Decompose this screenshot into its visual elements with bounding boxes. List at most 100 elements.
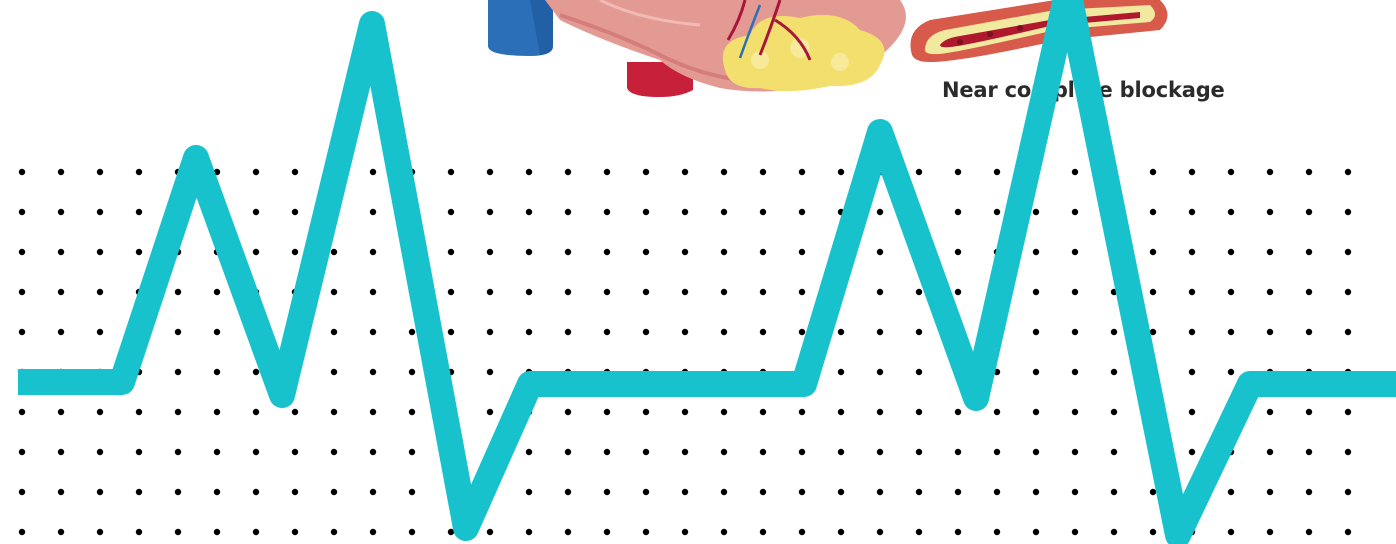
grid-dot <box>252 528 260 536</box>
grid-dot <box>1266 248 1274 256</box>
grid-dot <box>954 528 962 536</box>
grid-dot <box>1032 488 1040 496</box>
grid-dot <box>564 208 572 216</box>
grid-dot <box>993 528 1001 536</box>
grid-dot <box>57 248 65 256</box>
grid-dot <box>1305 488 1313 496</box>
grid-dot <box>135 208 143 216</box>
grid-dot <box>1227 528 1235 536</box>
grid-dot <box>1305 168 1313 176</box>
grid-dot <box>1149 208 1157 216</box>
grid-dot <box>1071 408 1079 416</box>
grid-dot <box>603 328 611 336</box>
grid-dot <box>525 208 533 216</box>
grid-dot <box>1344 248 1352 256</box>
grid-dot <box>57 328 65 336</box>
grid-dot <box>525 528 533 536</box>
grid-dot <box>252 488 260 496</box>
grid-dot <box>915 528 923 536</box>
grid-dot <box>525 488 533 496</box>
grid-dot <box>603 168 611 176</box>
grid-dot <box>486 408 494 416</box>
grid-dot <box>1266 208 1274 216</box>
grid-dot <box>213 368 221 376</box>
grid-dot <box>603 408 611 416</box>
grid-dot <box>1110 328 1118 336</box>
grid-dot <box>486 528 494 536</box>
grid-dot <box>408 488 416 496</box>
dot-grid-dots <box>18 168 1352 536</box>
grid-dot <box>798 168 806 176</box>
grid-dot <box>1188 328 1196 336</box>
grid-dot <box>57 528 65 536</box>
grid-dot <box>837 448 845 456</box>
grid-dot <box>642 288 650 296</box>
grid-dot <box>1149 248 1157 256</box>
grid-dot <box>681 488 689 496</box>
grid-dot <box>1032 248 1040 256</box>
grid-dot <box>1032 408 1040 416</box>
grid-dot <box>18 528 26 536</box>
grid-dot <box>18 408 26 416</box>
grid-dot <box>915 288 923 296</box>
grid-dot <box>1344 488 1352 496</box>
grid-dot <box>1071 208 1079 216</box>
grid-dot <box>135 448 143 456</box>
grid-dot <box>135 408 143 416</box>
grid-dot <box>525 288 533 296</box>
grid-dot <box>681 168 689 176</box>
grid-dot <box>1344 288 1352 296</box>
grid-dot <box>759 488 767 496</box>
grid-dot <box>369 248 377 256</box>
grid-dot <box>330 288 338 296</box>
grid-dot <box>681 448 689 456</box>
grid-dot <box>1344 448 1352 456</box>
grid-dot <box>954 208 962 216</box>
grid-dot <box>603 448 611 456</box>
grid-dot <box>486 328 494 336</box>
grid-dot <box>1227 208 1235 216</box>
grid-dot <box>408 328 416 336</box>
grid-dot <box>1071 528 1079 536</box>
grid-dot <box>1149 168 1157 176</box>
grid-dot <box>642 488 650 496</box>
grid-dot <box>18 168 26 176</box>
grid-dot <box>798 328 806 336</box>
grid-dot <box>1188 288 1196 296</box>
grid-dot <box>1110 528 1118 536</box>
grid-dot <box>837 368 845 376</box>
grid-dot <box>96 248 104 256</box>
grid-dot <box>330 408 338 416</box>
grid-dot <box>876 288 884 296</box>
grid-dot <box>525 328 533 336</box>
grid-dot <box>1344 208 1352 216</box>
grid-dot <box>876 328 884 336</box>
grid-dot <box>1110 448 1118 456</box>
grid-dot <box>1305 288 1313 296</box>
grid-dot <box>837 168 845 176</box>
grid-dot <box>291 488 299 496</box>
grid-dot <box>1305 448 1313 456</box>
grid-dot <box>486 208 494 216</box>
grid-dot <box>174 288 182 296</box>
grid-dot <box>1305 248 1313 256</box>
grid-dot <box>96 208 104 216</box>
grid-dot <box>1227 368 1235 376</box>
grid-dot <box>720 408 728 416</box>
grid-dot <box>993 448 1001 456</box>
grid-dot <box>1149 528 1157 536</box>
grid-dot <box>369 368 377 376</box>
grid-dot <box>642 168 650 176</box>
grid-dot <box>408 528 416 536</box>
grid-dot <box>993 408 1001 416</box>
grid-dot <box>798 248 806 256</box>
grid-dot <box>642 328 650 336</box>
grid-dot <box>18 448 26 456</box>
grid-dot <box>1227 328 1235 336</box>
grid-dot <box>135 488 143 496</box>
grid-dot <box>1110 408 1118 416</box>
grid-dot <box>174 528 182 536</box>
